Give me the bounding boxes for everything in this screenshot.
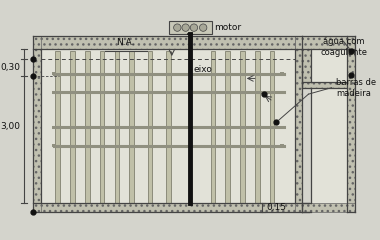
Bar [280, 72, 283, 75]
Circle shape [190, 24, 198, 31]
Bar [270, 51, 274, 203]
Bar [302, 203, 355, 212]
Circle shape [200, 24, 207, 31]
Bar [55, 51, 60, 203]
Bar [70, 51, 75, 203]
Bar [33, 203, 302, 212]
Text: barras de
madeira: barras de madeira [336, 78, 376, 98]
Bar [211, 51, 215, 203]
Bar [169, 21, 212, 34]
Text: 0,15: 0,15 [266, 203, 286, 212]
Bar [280, 144, 283, 147]
Text: 0,30: 0,30 [0, 63, 20, 72]
Bar [302, 36, 355, 49]
Bar [255, 51, 260, 203]
Bar [41, 49, 294, 203]
Text: eixo: eixo [194, 65, 213, 74]
Bar [280, 126, 283, 129]
Bar [33, 36, 41, 212]
Bar [52, 91, 55, 94]
Bar [114, 51, 119, 203]
Bar [302, 49, 311, 82]
Text: N.A.: N.A. [116, 38, 135, 47]
Bar [100, 51, 104, 203]
Bar [311, 88, 347, 203]
Bar [311, 49, 347, 82]
Circle shape [182, 24, 189, 31]
Text: 3,00: 3,00 [0, 121, 20, 131]
Bar [225, 51, 230, 203]
Text: motor: motor [214, 23, 241, 32]
Bar [166, 51, 171, 203]
Circle shape [174, 24, 181, 31]
Bar [85, 51, 90, 203]
Bar [347, 36, 355, 212]
Bar [129, 51, 134, 203]
Bar [294, 36, 302, 212]
Bar [148, 51, 152, 203]
Bar [52, 144, 55, 147]
Bar [33, 36, 294, 49]
Text: água com
coagulante: água com coagulante [320, 37, 367, 57]
Bar [302, 82, 347, 88]
Bar [52, 72, 55, 75]
Bar [52, 126, 55, 129]
Bar [280, 91, 283, 94]
Bar [240, 51, 245, 203]
